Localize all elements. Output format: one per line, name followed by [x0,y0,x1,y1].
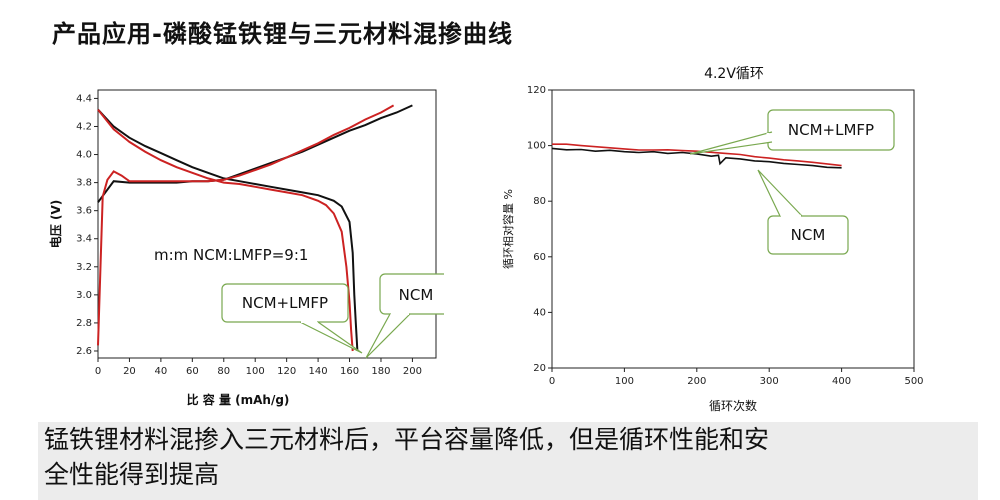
x-tick-label: 80 [217,366,230,377]
y-tick-label: 80 [533,196,546,207]
cycle-retention-chart: 4.2V循环 0 100 200 300 400 500 20 40 60 80 100 120 循环… [490,62,960,418]
callout-label: NCM+LMFP [242,294,328,312]
y-tick-label: 100 [527,141,546,152]
y-tick-label: 4.4 [76,93,92,104]
y-tick-label: 4.0 [76,150,92,161]
series-line-ncm-lmfp [552,143,842,167]
y-tick-label: 3.0 [76,290,92,301]
y-tick-label: 2.8 [76,318,92,329]
y-tick-label: 40 [533,307,546,318]
y-tick-label: 2.6 [76,346,92,357]
chart-title: 4.2V循环 [704,66,764,82]
x-axis-label: 比 容 量 (mAh/g) [187,392,290,407]
y-tick-label: 3.2 [76,262,92,273]
plot-area-frame [97,89,437,359]
y-tick-label: 20 [533,363,546,374]
x-tick-label: 60 [186,366,199,377]
x-tick-label: 40 [155,366,168,377]
caption-line-2: 全性能得到提高 [44,460,220,489]
x-tick-label: 180 [371,366,390,377]
plot-area-frame [551,89,915,369]
callout-ncm-lmfp: NCM+LMFP [221,283,363,354]
x-axis-label: 循环次数 [709,398,757,413]
mass-ratio-annotation: m:m NCM:LMFP=9:1 [154,246,308,264]
x-tick-label: 140 [309,366,328,377]
x-tick-label: 0 [95,366,101,377]
x-tick-label: 160 [340,366,359,377]
callout-label: NCM [791,226,826,244]
x-tick-label: 120 [277,366,296,377]
x-tick-label: 400 [832,376,851,387]
x-tick-label: 500 [904,376,923,387]
series-line-ncm-lmfp-charge [97,104,395,346]
series-line-ncm-lmfp-discharge [97,108,354,352]
y-tick-label: 3.4 [76,234,92,245]
slide-title: 产品应用-磷酸锰铁锂与三元材料混掺曲线 [52,20,513,48]
y-tick-label: 60 [533,252,546,263]
y-tick-label: 3.8 [76,178,92,189]
callout-label: NCM+LMFP [788,121,874,139]
series-line-ncm-discharge [97,108,359,352]
y-tick-label: 120 [527,85,546,96]
voltage-capacity-chart: 0 20 40 60 80 100 120 140 160 180 200 2.6 2.8 3.0 3.2 3… [38,72,444,418]
x-tick-label: 20 [123,366,136,377]
x-tick-label: 0 [549,376,555,387]
callout-ncm: NCM [365,273,444,359]
callout-label: NCM [399,286,434,304]
x-tick-label: 200 [687,376,706,387]
callout-ncm: NCM [757,169,849,255]
y-tick-label: 3.6 [76,206,92,217]
callout-ncm-lmfp: NCM+LMFP [689,109,895,155]
x-tick-label: 200 [403,366,422,377]
series-line-ncm [551,147,842,169]
y-axis-label: 循环相对容量 % [501,189,515,269]
x-tick-label: 100 [615,376,634,387]
caption-box: 锰铁锂材料混掺入三元材料后，平台容量降低，但是循环性能和安 全性能得到提高 [38,422,978,500]
x-tick-label: 300 [760,376,779,387]
series-line-ncm-charge [97,104,413,203]
caption-line-1: 锰铁锂材料混掺入三元材料后，平台容量降低，但是循环性能和安 [44,425,770,454]
y-tick-label: 4.2 [76,121,92,132]
x-tick-label: 100 [246,366,265,377]
y-axis-label: 电压 (V) [48,200,63,248]
